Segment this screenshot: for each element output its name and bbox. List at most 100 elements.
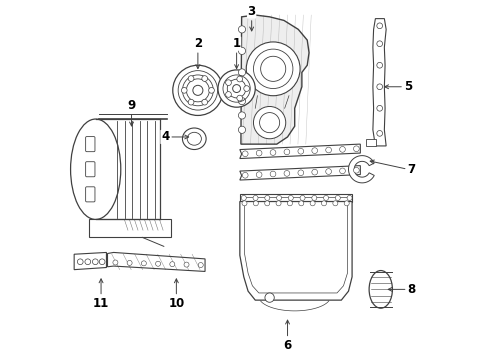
Circle shape	[208, 87, 214, 93]
Circle shape	[353, 167, 359, 173]
Circle shape	[339, 168, 345, 174]
Circle shape	[332, 201, 337, 206]
Polygon shape	[239, 166, 360, 180]
Circle shape	[376, 23, 382, 29]
Ellipse shape	[187, 132, 201, 145]
Circle shape	[276, 195, 281, 201]
Circle shape	[297, 170, 303, 176]
Circle shape	[269, 150, 275, 156]
Text: 9: 9	[127, 99, 135, 112]
Circle shape	[376, 84, 382, 90]
Polygon shape	[241, 15, 308, 144]
Ellipse shape	[368, 271, 392, 308]
Circle shape	[284, 149, 289, 155]
Circle shape	[344, 201, 348, 206]
Circle shape	[238, 98, 245, 105]
Circle shape	[264, 293, 274, 302]
Circle shape	[253, 107, 285, 139]
Circle shape	[309, 201, 314, 206]
Text: 6: 6	[283, 338, 291, 351]
FancyBboxPatch shape	[85, 187, 95, 202]
Circle shape	[264, 201, 269, 206]
Circle shape	[181, 87, 187, 93]
Circle shape	[77, 259, 83, 265]
Circle shape	[325, 168, 331, 174]
Circle shape	[252, 195, 258, 201]
Circle shape	[300, 195, 305, 201]
Circle shape	[335, 195, 340, 201]
Circle shape	[256, 150, 262, 156]
Circle shape	[238, 112, 245, 119]
Circle shape	[297, 148, 303, 154]
Circle shape	[192, 85, 203, 95]
Polygon shape	[107, 252, 204, 271]
Circle shape	[236, 76, 242, 82]
Circle shape	[202, 99, 207, 105]
Circle shape	[225, 80, 231, 86]
Circle shape	[256, 172, 262, 177]
Polygon shape	[74, 252, 106, 270]
Circle shape	[376, 131, 382, 136]
Circle shape	[188, 76, 194, 81]
Circle shape	[141, 261, 146, 266]
Circle shape	[284, 171, 289, 176]
Circle shape	[264, 195, 269, 201]
Polygon shape	[372, 19, 386, 146]
Circle shape	[85, 259, 90, 265]
Polygon shape	[348, 156, 373, 183]
Text: 1: 1	[232, 37, 240, 50]
Circle shape	[183, 262, 189, 267]
Circle shape	[238, 47, 245, 54]
Circle shape	[321, 201, 326, 206]
Circle shape	[376, 62, 382, 68]
Text: 3: 3	[247, 5, 255, 18]
Polygon shape	[88, 220, 171, 237]
Circle shape	[188, 99, 194, 105]
Circle shape	[339, 147, 345, 152]
Circle shape	[155, 261, 160, 266]
Circle shape	[242, 172, 247, 178]
Circle shape	[288, 195, 293, 201]
Circle shape	[276, 201, 281, 206]
Polygon shape	[366, 139, 376, 146]
Circle shape	[218, 70, 255, 107]
Circle shape	[346, 195, 351, 201]
FancyBboxPatch shape	[85, 136, 95, 152]
Circle shape	[311, 195, 316, 201]
FancyBboxPatch shape	[85, 162, 95, 177]
Circle shape	[325, 147, 331, 153]
Text: 7: 7	[407, 163, 415, 176]
Polygon shape	[239, 144, 360, 158]
Circle shape	[269, 171, 275, 177]
Circle shape	[232, 85, 240, 93]
Text: 10: 10	[168, 297, 184, 310]
Circle shape	[298, 201, 303, 206]
Circle shape	[244, 86, 249, 91]
Circle shape	[238, 26, 245, 33]
Circle shape	[238, 69, 245, 76]
Circle shape	[198, 262, 203, 267]
Text: 8: 8	[407, 283, 415, 296]
Circle shape	[236, 95, 242, 101]
Text: 11: 11	[93, 297, 109, 310]
Circle shape	[92, 259, 98, 265]
Circle shape	[238, 126, 245, 134]
Circle shape	[311, 169, 317, 175]
Polygon shape	[239, 202, 351, 300]
Ellipse shape	[70, 119, 121, 220]
Circle shape	[246, 42, 300, 96]
Circle shape	[225, 91, 231, 97]
Circle shape	[241, 195, 246, 201]
Circle shape	[376, 41, 382, 46]
Ellipse shape	[182, 128, 206, 149]
Text: 4: 4	[161, 130, 169, 144]
Circle shape	[172, 65, 223, 116]
Text: 5: 5	[403, 80, 411, 93]
Circle shape	[113, 260, 118, 265]
Circle shape	[99, 259, 105, 265]
Circle shape	[127, 260, 132, 265]
Circle shape	[202, 76, 207, 81]
Circle shape	[376, 105, 382, 111]
Circle shape	[353, 146, 359, 152]
Circle shape	[311, 148, 317, 153]
